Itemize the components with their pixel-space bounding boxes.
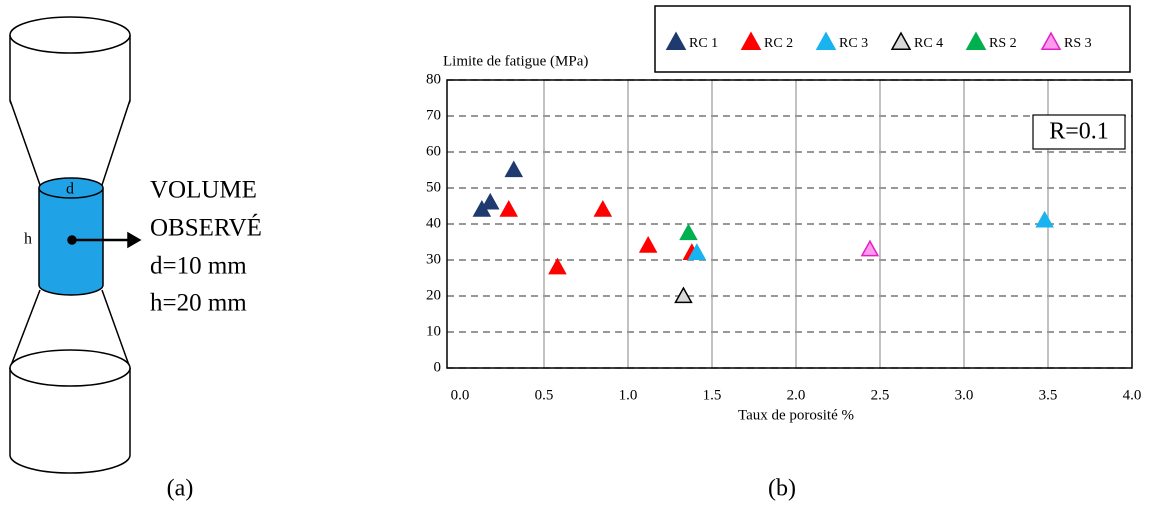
marker (504, 160, 524, 178)
marker (1035, 210, 1054, 228)
volume-text: OBSERVÉ (150, 214, 262, 242)
x-tick-label: 2.5 (871, 387, 890, 403)
marker (499, 200, 518, 217)
x-tick-label: 3.5 (1039, 387, 1058, 403)
legend-marker (1040, 31, 1062, 50)
legend-box (654, 5, 1131, 73)
caption: (b) (768, 476, 796, 502)
legend-marker (665, 31, 687, 50)
marker (593, 200, 613, 217)
marker (679, 223, 698, 241)
x-tick-label: 0.5 (535, 387, 554, 403)
d-label: d (66, 181, 74, 198)
legend-marker (965, 31, 987, 50)
marker (860, 239, 880, 257)
legend-label: RS 2 (989, 36, 1017, 51)
h-label: h (24, 231, 32, 248)
volume-text: h=20 mm (150, 290, 247, 317)
x-axis-label: Taux de porosité % (738, 407, 854, 423)
x-tick-label: 3.0 (955, 387, 974, 403)
specimen-diagram (8, 16, 142, 474)
bottom-grip (9, 368, 131, 474)
annotation: R=0.1 (1049, 119, 1109, 145)
arrow-head (127, 231, 142, 249)
volume-text: VOLUME (150, 177, 257, 204)
x-tick-label: 1.5 (703, 387, 722, 403)
legend-marker (815, 31, 837, 50)
legend-label: RC 2 (764, 36, 793, 51)
legend-label: RC 1 (689, 36, 718, 51)
bottom-grip-face (9, 349, 131, 387)
y-tick-label: 0 (434, 359, 442, 375)
marker (674, 286, 693, 304)
y-tick-label: 70 (426, 107, 441, 123)
y-axis-label: Limite de fatigue (MPa) (443, 53, 588, 69)
x-tick-label: 4.0 (1123, 387, 1142, 403)
y-tick-label: 20 (426, 287, 441, 303)
top-cone (9, 99, 131, 186)
legend-marker (890, 31, 912, 50)
y-tick-label: 60 (426, 143, 441, 159)
observed-volume-top (38, 177, 104, 199)
marker (548, 257, 567, 275)
y-tick-label: 80 (426, 71, 441, 87)
y-tick-label: 30 (426, 251, 441, 267)
x-tick-label: 1.0 (619, 387, 638, 403)
x-tick-label: 2.0 (787, 387, 806, 403)
x-tick-label: 0.0 (451, 387, 470, 403)
marker (638, 236, 658, 253)
marker (480, 192, 500, 210)
legend-label: RC 3 (839, 36, 868, 51)
volume-text: d=10 mm (150, 253, 247, 280)
annotation-box (1032, 114, 1126, 150)
caption: (a) (167, 476, 194, 502)
plot-frame (446, 79, 1133, 369)
y-tick-label: 10 (426, 323, 441, 339)
legend-label: RS 3 (1064, 36, 1092, 51)
marker (687, 243, 707, 260)
y-tick-label: 40 (426, 215, 441, 231)
legend-label: RC 4 (914, 36, 943, 51)
legend-marker (740, 31, 762, 50)
top-grip-face (9, 16, 131, 54)
y-tick-label: 50 (426, 179, 441, 195)
